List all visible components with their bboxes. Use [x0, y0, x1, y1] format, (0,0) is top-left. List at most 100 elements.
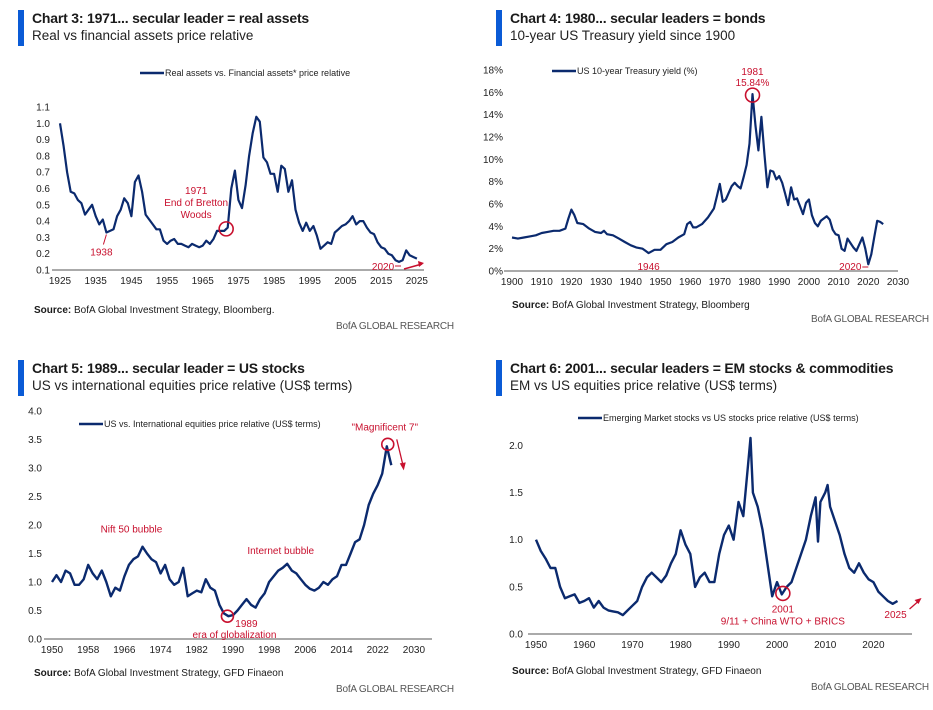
chart-5-title: Chart 5: 1989... secular leader = US sto… — [32, 360, 305, 376]
series-line — [58, 115, 418, 263]
y-tick-label: 1.5 — [28, 549, 42, 560]
y-tick-label: 14% — [483, 110, 503, 121]
y-tick-label: 4.0 — [28, 407, 42, 418]
source-text: BofA Global Investment Strategy, Bloombe… — [74, 305, 275, 316]
x-tick-label: 2030 — [887, 277, 910, 288]
chart-4-subtitle: 10-year US Treasury yield since 1900 — [510, 28, 736, 43]
x-tick-label: 2030 — [403, 645, 426, 656]
y-tick-label: 0.6 — [36, 184, 50, 195]
chart-3-plot: 0.1 0.2 0.3 0.4 0.5 0.6 0.7 0.8 0.9 1.0 1.1 1925 193… — [36, 68, 429, 287]
annotation-2020: 2020 — [372, 262, 395, 273]
x-tick-label: 2010 — [827, 277, 850, 288]
y-tick-label: 3.0 — [28, 464, 42, 475]
brand-label: BofA GLOBAL RESEARCH — [811, 682, 929, 693]
y-tick-label: 6% — [489, 200, 504, 211]
x-tick-label: 1950 — [525, 640, 548, 651]
chart-4-header: Chart 4: 1980... secular leaders = bonds… — [496, 10, 766, 46]
y-tick-label: 16% — [483, 88, 503, 99]
x-tick-label: 1982 — [186, 645, 209, 656]
chart-5-header: Chart 5: 1989... secular leader = US sto… — [18, 360, 352, 396]
chart-3-source: Source: BofA Global Investment Strategy,… — [34, 305, 275, 316]
x-tick-label: 1998 — [258, 645, 281, 656]
x-tick-label: 2000 — [766, 640, 789, 651]
annotation-circle — [380, 437, 395, 452]
x-tick-label: 1970 — [621, 640, 644, 651]
x-tick-label: 1950 — [41, 645, 64, 656]
x-tick-label: 1990 — [718, 640, 741, 651]
x-tick-label: 1985 — [263, 276, 286, 287]
x-tick-label: 2014 — [330, 645, 353, 656]
brand-label: BofA GLOBAL RESEARCH — [336, 321, 454, 332]
annotation-1946: 1946 — [637, 262, 660, 273]
x-tick-label: 1974 — [149, 645, 172, 656]
source-text: BofA Global Investment Strategy, GFD Fin… — [74, 668, 284, 679]
x-tick-label: 1925 — [49, 276, 72, 287]
chart-5-subtitle: US vs international equities price relat… — [32, 378, 353, 393]
source-prefix: Source: — [512, 666, 550, 677]
source-text: BofA Global Investment Strategy, Bloombe… — [552, 300, 750, 311]
chart-3-title: Chart 3: 1971... secular leader = real a… — [32, 10, 310, 26]
source-prefix: Source: — [512, 300, 550, 311]
annotation-nifty-50: Nift 50 bubble — [101, 525, 163, 536]
x-tick-label: 1958 — [77, 645, 100, 656]
x-tick-label: 1930 — [590, 277, 613, 288]
y-tick-label: 1.1 — [36, 103, 50, 114]
annotation-arrow — [396, 439, 404, 465]
x-tick-label: 1940 — [620, 277, 643, 288]
x-tick-label: 2020 — [862, 640, 885, 651]
chart-6-header: Chart 6: 2001... secular leaders = EM st… — [496, 360, 893, 396]
chart-5-panel: Chart 5: 1989... secular leader = US sto… — [0, 350, 466, 710]
chart-5-plot: 0.0 0.5 1.0 1.5 2.0 2.5 3.0 3.5 4.0 1950 1958 1966 1… — [28, 407, 432, 656]
x-tick-label: 2006 — [294, 645, 317, 656]
y-tick-label: 1.0 — [36, 119, 50, 130]
annotation-arrow — [909, 601, 918, 610]
legend-label: Real assets vs. Financial assets* price … — [165, 68, 350, 78]
annotation-circle — [220, 609, 235, 624]
annotation-leader — [102, 234, 107, 245]
annotation-internet-bubble: Internet bubble — [247, 546, 314, 557]
source-text: BofA Global Investment Strategy, GFD Fin… — [552, 666, 762, 677]
x-tick-label: 1975 — [227, 276, 250, 287]
x-tick-label: 1960 — [573, 640, 596, 651]
y-tick-label: 0.5 — [509, 582, 523, 593]
annotation-1938: 1938 — [90, 248, 113, 259]
x-tick-label: 2015 — [370, 276, 393, 287]
x-tick-label: 2005 — [334, 276, 357, 287]
y-tick-label: 0.0 — [28, 635, 42, 646]
chart-6-plot: 0.0 0.5 1.0 1.5 2.0 1950 1960 1970 1980 1990 2000 2… — [509, 413, 922, 651]
series-line — [534, 436, 899, 617]
x-tick-label: 2025 — [406, 276, 429, 287]
y-tick-label: 2% — [489, 244, 504, 255]
x-tick-label: 1970 — [709, 277, 732, 288]
x-tick-label: 1960 — [679, 277, 702, 288]
chart-6-subtitle: EM vs US equities price relative (US$ te… — [510, 378, 778, 393]
chart-6-source: Source: BofA Global Investment Strategy,… — [512, 666, 761, 677]
y-tick-label: 0.1 — [36, 266, 50, 277]
x-tick-label: 1950 — [649, 277, 672, 288]
y-tick-label: 8% — [489, 177, 504, 188]
x-tick-label: 1955 — [156, 276, 179, 287]
annotation-2001-detail: 9/11 + China WTO + BRICS — [721, 616, 845, 627]
annotation-1971-line2: End of Bretton — [164, 198, 228, 209]
x-tick-label: 1920 — [560, 277, 583, 288]
x-tick-label: 1945 — [120, 276, 143, 287]
x-tick-label: 1980 — [738, 277, 761, 288]
chart-6-panel: Chart 6: 2001... secular leaders = EM st… — [470, 350, 933, 710]
y-tick-label: 0.3 — [36, 233, 50, 244]
y-tick-label: 0.8 — [36, 151, 50, 162]
y-tick-label: 0.0 — [509, 630, 523, 641]
chart-3-panel: Chart 3: 1971... secular leader = real a… — [0, 0, 466, 345]
y-tick-label: 3.5 — [28, 435, 42, 446]
x-tick-label: 1966 — [113, 645, 136, 656]
x-tick-label: 2022 — [367, 645, 390, 656]
x-tick-label: 1990 — [222, 645, 245, 656]
annotation-globalization: era of globalization — [192, 630, 276, 641]
annotation-circle — [218, 221, 234, 237]
arrow-head — [399, 462, 406, 471]
brand-label: BofA GLOBAL RESEARCH — [811, 314, 929, 325]
chart-4-plot: 0% 2% 4% 6% 8% 10% 12% 14% 16% 18% 1900 1910 1920 193… — [483, 66, 910, 289]
chart-5-source: Source: BofA Global Investment Strategy,… — [34, 668, 283, 679]
source-prefix: Source: — [34, 668, 72, 679]
y-tick-label: 0.5 — [36, 200, 50, 211]
y-tick-label: 0.7 — [36, 168, 50, 179]
